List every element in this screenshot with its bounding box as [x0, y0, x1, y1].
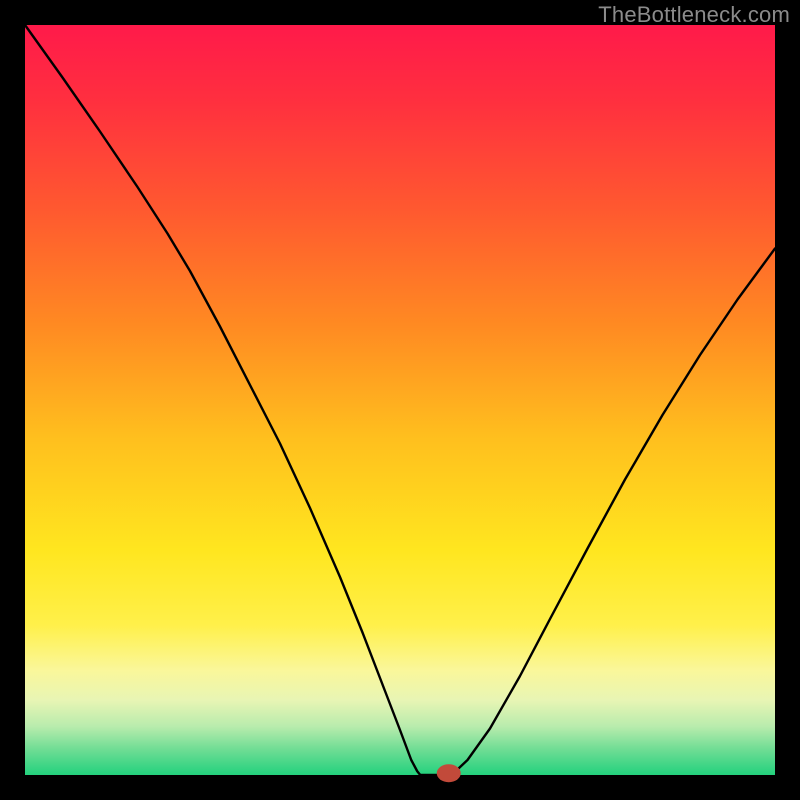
chart-svg: [0, 0, 800, 800]
watermark-label: TheBottleneck.com: [598, 2, 790, 28]
plot-background: [25, 25, 775, 775]
marker-pill: [437, 764, 461, 782]
chart-container: TheBottleneck.com: [0, 0, 800, 800]
